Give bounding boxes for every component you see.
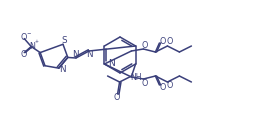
- Text: O: O: [113, 92, 120, 101]
- Text: O: O: [159, 83, 166, 91]
- Text: O: O: [141, 78, 148, 88]
- Text: O: O: [20, 50, 26, 59]
- Text: O: O: [141, 41, 148, 50]
- Text: N: N: [72, 50, 78, 59]
- Text: N: N: [108, 60, 115, 68]
- Text: +: +: [34, 39, 38, 44]
- Text: N: N: [29, 42, 35, 51]
- Text: S: S: [61, 36, 67, 45]
- Text: N: N: [59, 65, 65, 74]
- Text: NH: NH: [130, 74, 141, 83]
- Text: O: O: [166, 82, 173, 91]
- Text: O: O: [159, 36, 166, 45]
- Text: O: O: [166, 37, 173, 46]
- Text: O: O: [20, 33, 26, 42]
- Text: −: −: [26, 31, 31, 36]
- Text: N: N: [86, 50, 92, 59]
